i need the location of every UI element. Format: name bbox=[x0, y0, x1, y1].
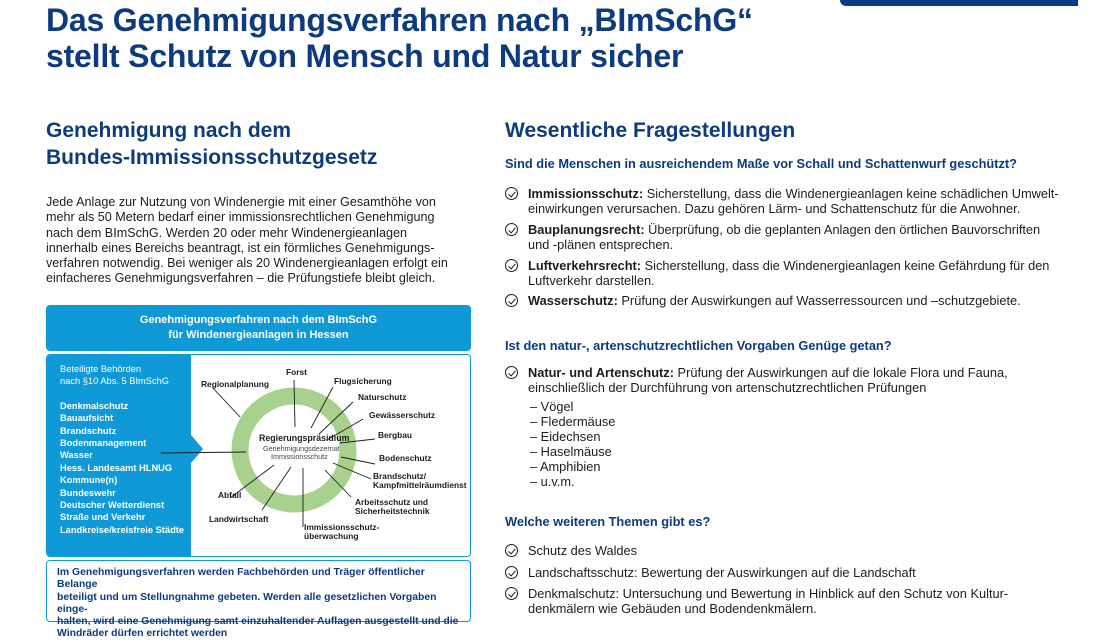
item-text: Landschaftsschutz: Bewertung der Auswirk… bbox=[528, 565, 916, 580]
item-text: Denkmalschutz: Untersuchung und Bewertun… bbox=[528, 586, 1009, 617]
item-text: Prüfung der Auswirkungen auf die lokale … bbox=[528, 365, 1008, 396]
item-term: Natur- und Artenschutz: bbox=[528, 365, 674, 380]
header-line: Genehmigungsverfahren nach dem BImSchG bbox=[139, 314, 378, 326]
intro-paragraph: Jede Anlage zur Nutzung von Windenergie … bbox=[46, 195, 476, 287]
check-item: Luftverkehrsrecht: Sicherstellung, dass … bbox=[505, 258, 1065, 289]
check-item: Landschaftsschutz: Bewertung der Auswirk… bbox=[505, 565, 1065, 580]
authorities-panel: Beteiligte Behörden nach §10 Abs. 5 BImS… bbox=[47, 355, 191, 556]
authority-item: Kommune(n) bbox=[60, 475, 118, 486]
diagram-header: Genehmigungsverfahren nach dem BImSchG f… bbox=[46, 305, 471, 351]
note-line: Windräder dürfen errichtet werden bbox=[57, 628, 228, 640]
spoke-label: Brandschutz/ bbox=[373, 471, 427, 481]
check-item: Schutz des Waldes bbox=[505, 543, 1065, 558]
check-circle-icon bbox=[505, 259, 518, 272]
note-line: Im Genehmigungsverfahren werden Fachbehö… bbox=[57, 567, 425, 591]
check-item: Denkmalschutz: Untersuchung und Bewertun… bbox=[505, 586, 1065, 617]
title-line: stellt Schutz von Mensch und Natur siche… bbox=[46, 38, 684, 74]
para-line: Jede Anlage zur Nutzung von Windenergie … bbox=[46, 195, 436, 209]
item-term: Wasserschutz: bbox=[528, 293, 618, 308]
check-circle-icon bbox=[505, 566, 518, 579]
para-line: nach dem BImSchG. Werden 20 oder mehr Wi… bbox=[46, 225, 407, 240]
species-item: – Haselmäuse bbox=[530, 444, 612, 459]
left-heading: Genehmigung nach dem Bundes-Immissionssc… bbox=[46, 117, 377, 171]
authority-item: Straße und Verkehr bbox=[60, 512, 146, 523]
item-term: Bauplanungsrecht: bbox=[528, 222, 645, 237]
species-item: – u.v.m. bbox=[530, 474, 575, 489]
para-line: mehr als 50 Metern bedarf einer immissio… bbox=[46, 210, 435, 225]
authority-item: Bundeswehr bbox=[60, 487, 116, 498]
para-line: verfahren notwendig. Bei weniger als 20 … bbox=[46, 256, 448, 271]
check-item: Immissionsschutz: Sicherstellung, dass d… bbox=[505, 186, 1065, 217]
note-line: halten, wird eine Genehmigung samt einzu… bbox=[57, 616, 459, 628]
spoke-label: Arbeitsschutz und bbox=[355, 497, 429, 507]
note-line: beteiligt und um Stellungnahme gebeten. … bbox=[57, 591, 437, 615]
authority-item: Wasser bbox=[60, 450, 93, 461]
check-circle-icon bbox=[505, 544, 518, 557]
item-term: Luftverkehrsrecht: bbox=[528, 258, 642, 273]
arrow-pointer bbox=[191, 435, 203, 463]
authority-item: Brandschutz bbox=[60, 425, 117, 436]
species-item: – Vögel bbox=[530, 399, 574, 414]
center-subtitle: Immissionsschutz bbox=[271, 452, 328, 461]
spoke-label: Forst bbox=[286, 367, 307, 377]
procedure-note: Im Genehmigungsverfahren werden Fachbehö… bbox=[46, 560, 471, 639]
check-circle-icon bbox=[505, 366, 518, 379]
heading-line: Bundes-Immissionsschutzgesetz bbox=[46, 146, 378, 169]
species-item: – Eidechsen bbox=[530, 429, 601, 444]
spoke-label: Sicherheitstechnik bbox=[355, 506, 430, 516]
check-circle-icon bbox=[505, 294, 518, 307]
title-line: Das Genehmigungsverfahren nach „BImSchG“ bbox=[46, 2, 753, 38]
spoke-lines bbox=[160, 379, 376, 527]
spoke-label: Bergbau bbox=[378, 430, 412, 440]
top-accent-bar bbox=[840, 0, 1078, 6]
question-heading: Sind die Menschen in ausreichendem Maße … bbox=[505, 156, 1017, 171]
spoke-label: Bodenschutz bbox=[379, 453, 432, 463]
authority-item: Bauaufsicht bbox=[60, 413, 114, 424]
check-item: Natur- und Artenschutz: Prüfung der Ausw… bbox=[505, 365, 1065, 396]
authority-item: Landkreise/kreisfreie Städte bbox=[60, 524, 185, 535]
item-text: Sicherstellung, dass die Windenergieanla… bbox=[528, 186, 1059, 217]
check-circle-icon bbox=[505, 223, 518, 236]
authority-item: Bodenmanagement bbox=[60, 438, 147, 449]
authority-item: Hess. Landesamt HLNUG bbox=[60, 462, 173, 473]
spoke-label: überwachung bbox=[304, 531, 359, 541]
item-text: Überprüfung, ob die geplanten Anlagen de… bbox=[528, 222, 1041, 253]
authority-item: Denkmalschutz bbox=[60, 400, 129, 411]
heading-line: Genehmigung nach dem bbox=[46, 119, 292, 142]
spoke-label: Flugsicherung bbox=[334, 376, 392, 386]
header-line: für Windenergieanlagen in Hessen bbox=[168, 329, 349, 341]
check-circle-icon bbox=[505, 187, 518, 200]
check-circle-icon bbox=[505, 587, 518, 600]
spoke-label: Regionalplanung bbox=[201, 379, 269, 389]
item-term: Immissionsschutz: bbox=[528, 186, 644, 201]
right-heading: Wesentliche Fragestellungen bbox=[505, 119, 796, 142]
authority-item: Deutscher Wetterdienst bbox=[60, 500, 165, 511]
authority-diagram: Beteiligte Behörden nach §10 Abs. 5 BImS… bbox=[46, 354, 471, 557]
check-item: Bauplanungsrecht: Überprüfung, ob die ge… bbox=[505, 222, 1065, 253]
page-title: Das Genehmigungsverfahren nach „BImSchG“… bbox=[46, 2, 753, 74]
spoke-label: Landwirtschaft bbox=[209, 514, 269, 524]
spoke-label: Immissionsschutz- bbox=[304, 522, 380, 532]
panel-title: Beteiligte Behörden bbox=[60, 364, 142, 374]
item-text: Sicherstellung, dass die Windenergieanla… bbox=[528, 258, 1050, 289]
spoke-label: Kampfmittelräumdienst bbox=[373, 480, 467, 490]
para-line: innerhalb eines Bereichs beantragt, ist … bbox=[46, 240, 435, 255]
species-item: – Fledermäuse bbox=[530, 414, 616, 429]
item-text: Schutz des Waldes bbox=[528, 543, 638, 558]
spoke-label: Naturschutz bbox=[358, 392, 407, 402]
spoke-label: Abfall bbox=[218, 490, 242, 500]
ring-graphic bbox=[160, 379, 376, 527]
center-title: Regierungspräsidium bbox=[259, 433, 350, 443]
item-text: Prüfung der Auswirkungen auf Wasserresso… bbox=[617, 293, 1021, 308]
question-heading: Ist den natur-, artenschutzrechtlichen V… bbox=[505, 338, 892, 353]
species-item: – Amphibien bbox=[530, 459, 601, 474]
spoke-label: Gewässerschutz bbox=[369, 410, 436, 420]
para-line: einfacheres Genehmigungsverfahren – die … bbox=[46, 271, 436, 286]
center-subtitle: Genehmigungsdezernat bbox=[263, 444, 340, 453]
panel-title: nach §10 Abs. 5 BImSchG bbox=[60, 376, 170, 387]
check-item: Wasserschutz: Prüfung der Auswirkungen a… bbox=[505, 293, 1065, 308]
question-heading: Welche weiteren Themen gibt es? bbox=[505, 514, 711, 529]
